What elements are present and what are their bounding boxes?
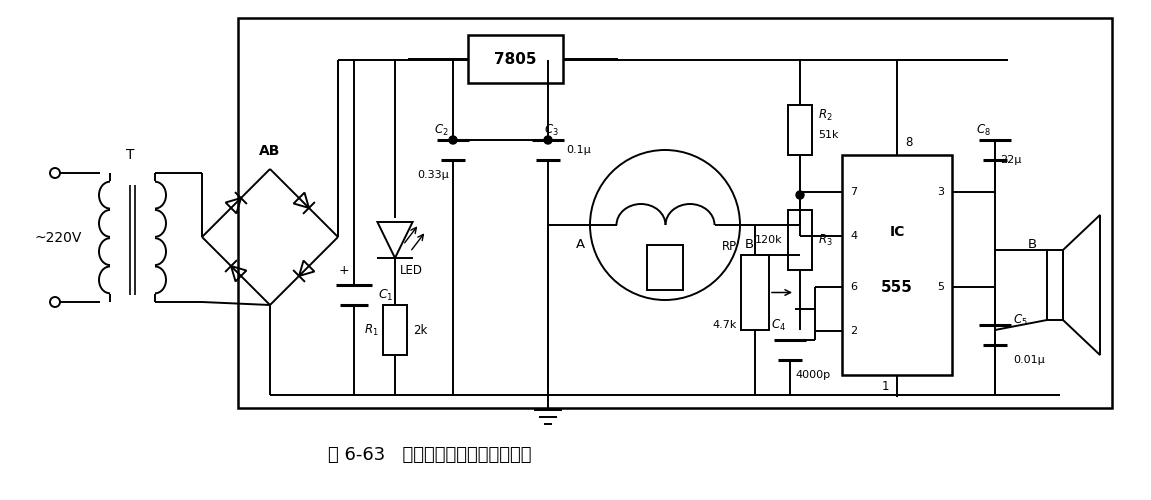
Text: $R_3$: $R_3$: [818, 232, 832, 248]
Text: A: A: [576, 238, 585, 252]
Text: ~220V: ~220V: [35, 231, 83, 245]
Circle shape: [449, 136, 457, 144]
Text: 6: 6: [849, 282, 857, 292]
Text: 7805: 7805: [494, 52, 536, 66]
Bar: [788, 105, 811, 155]
Text: B: B: [1028, 238, 1037, 252]
Bar: [383, 305, 407, 355]
Text: 3: 3: [937, 188, 944, 198]
Text: 4.7k: 4.7k: [712, 320, 737, 330]
Text: 8: 8: [905, 136, 913, 149]
Bar: [468, 35, 563, 83]
Text: 2k: 2k: [413, 324, 427, 336]
Text: 2: 2: [849, 326, 857, 336]
Text: $R_2$: $R_2$: [818, 108, 832, 122]
Text: $R_1$: $R_1$: [365, 322, 379, 338]
Text: $C_5$: $C_5$: [1013, 312, 1028, 328]
Text: 1: 1: [882, 380, 889, 394]
Text: 0.1μ: 0.1μ: [566, 145, 590, 155]
Bar: [843, 155, 952, 375]
Bar: [647, 245, 683, 290]
Text: AB: AB: [259, 144, 281, 158]
Text: $C_2$: $C_2$: [434, 122, 449, 138]
Text: B: B: [745, 238, 754, 252]
Text: T: T: [125, 148, 135, 162]
Text: RP: RP: [722, 240, 737, 254]
Text: 120k: 120k: [754, 235, 782, 245]
Text: IC: IC: [890, 225, 905, 239]
Text: 0.01μ: 0.01μ: [1013, 355, 1045, 365]
Text: 4000p: 4000p: [795, 370, 830, 380]
Circle shape: [796, 191, 805, 199]
Text: +: +: [338, 264, 349, 276]
Text: 0.33μ: 0.33μ: [418, 170, 449, 180]
Text: $C_1$: $C_1$: [378, 288, 394, 302]
Circle shape: [544, 136, 552, 144]
Text: LED: LED: [401, 264, 424, 276]
Text: 7: 7: [849, 188, 857, 198]
Text: $C_3$: $C_3$: [544, 122, 558, 138]
Text: 5: 5: [937, 282, 944, 292]
Text: 555: 555: [881, 280, 913, 294]
Bar: [741, 255, 769, 330]
Text: 51k: 51k: [818, 130, 838, 140]
Bar: [238, 18, 1112, 408]
Bar: [788, 210, 811, 270]
Text: $C_4$: $C_4$: [771, 318, 786, 332]
Bar: [1047, 250, 1064, 320]
Text: 图 6-63   气体烟雾检测报警器电路图: 图 6-63 气体烟雾检测报警器电路图: [328, 446, 532, 464]
Text: 22μ: 22μ: [1000, 155, 1021, 165]
Text: $C_8$: $C_8$: [976, 122, 991, 138]
Text: 4: 4: [849, 232, 857, 241]
